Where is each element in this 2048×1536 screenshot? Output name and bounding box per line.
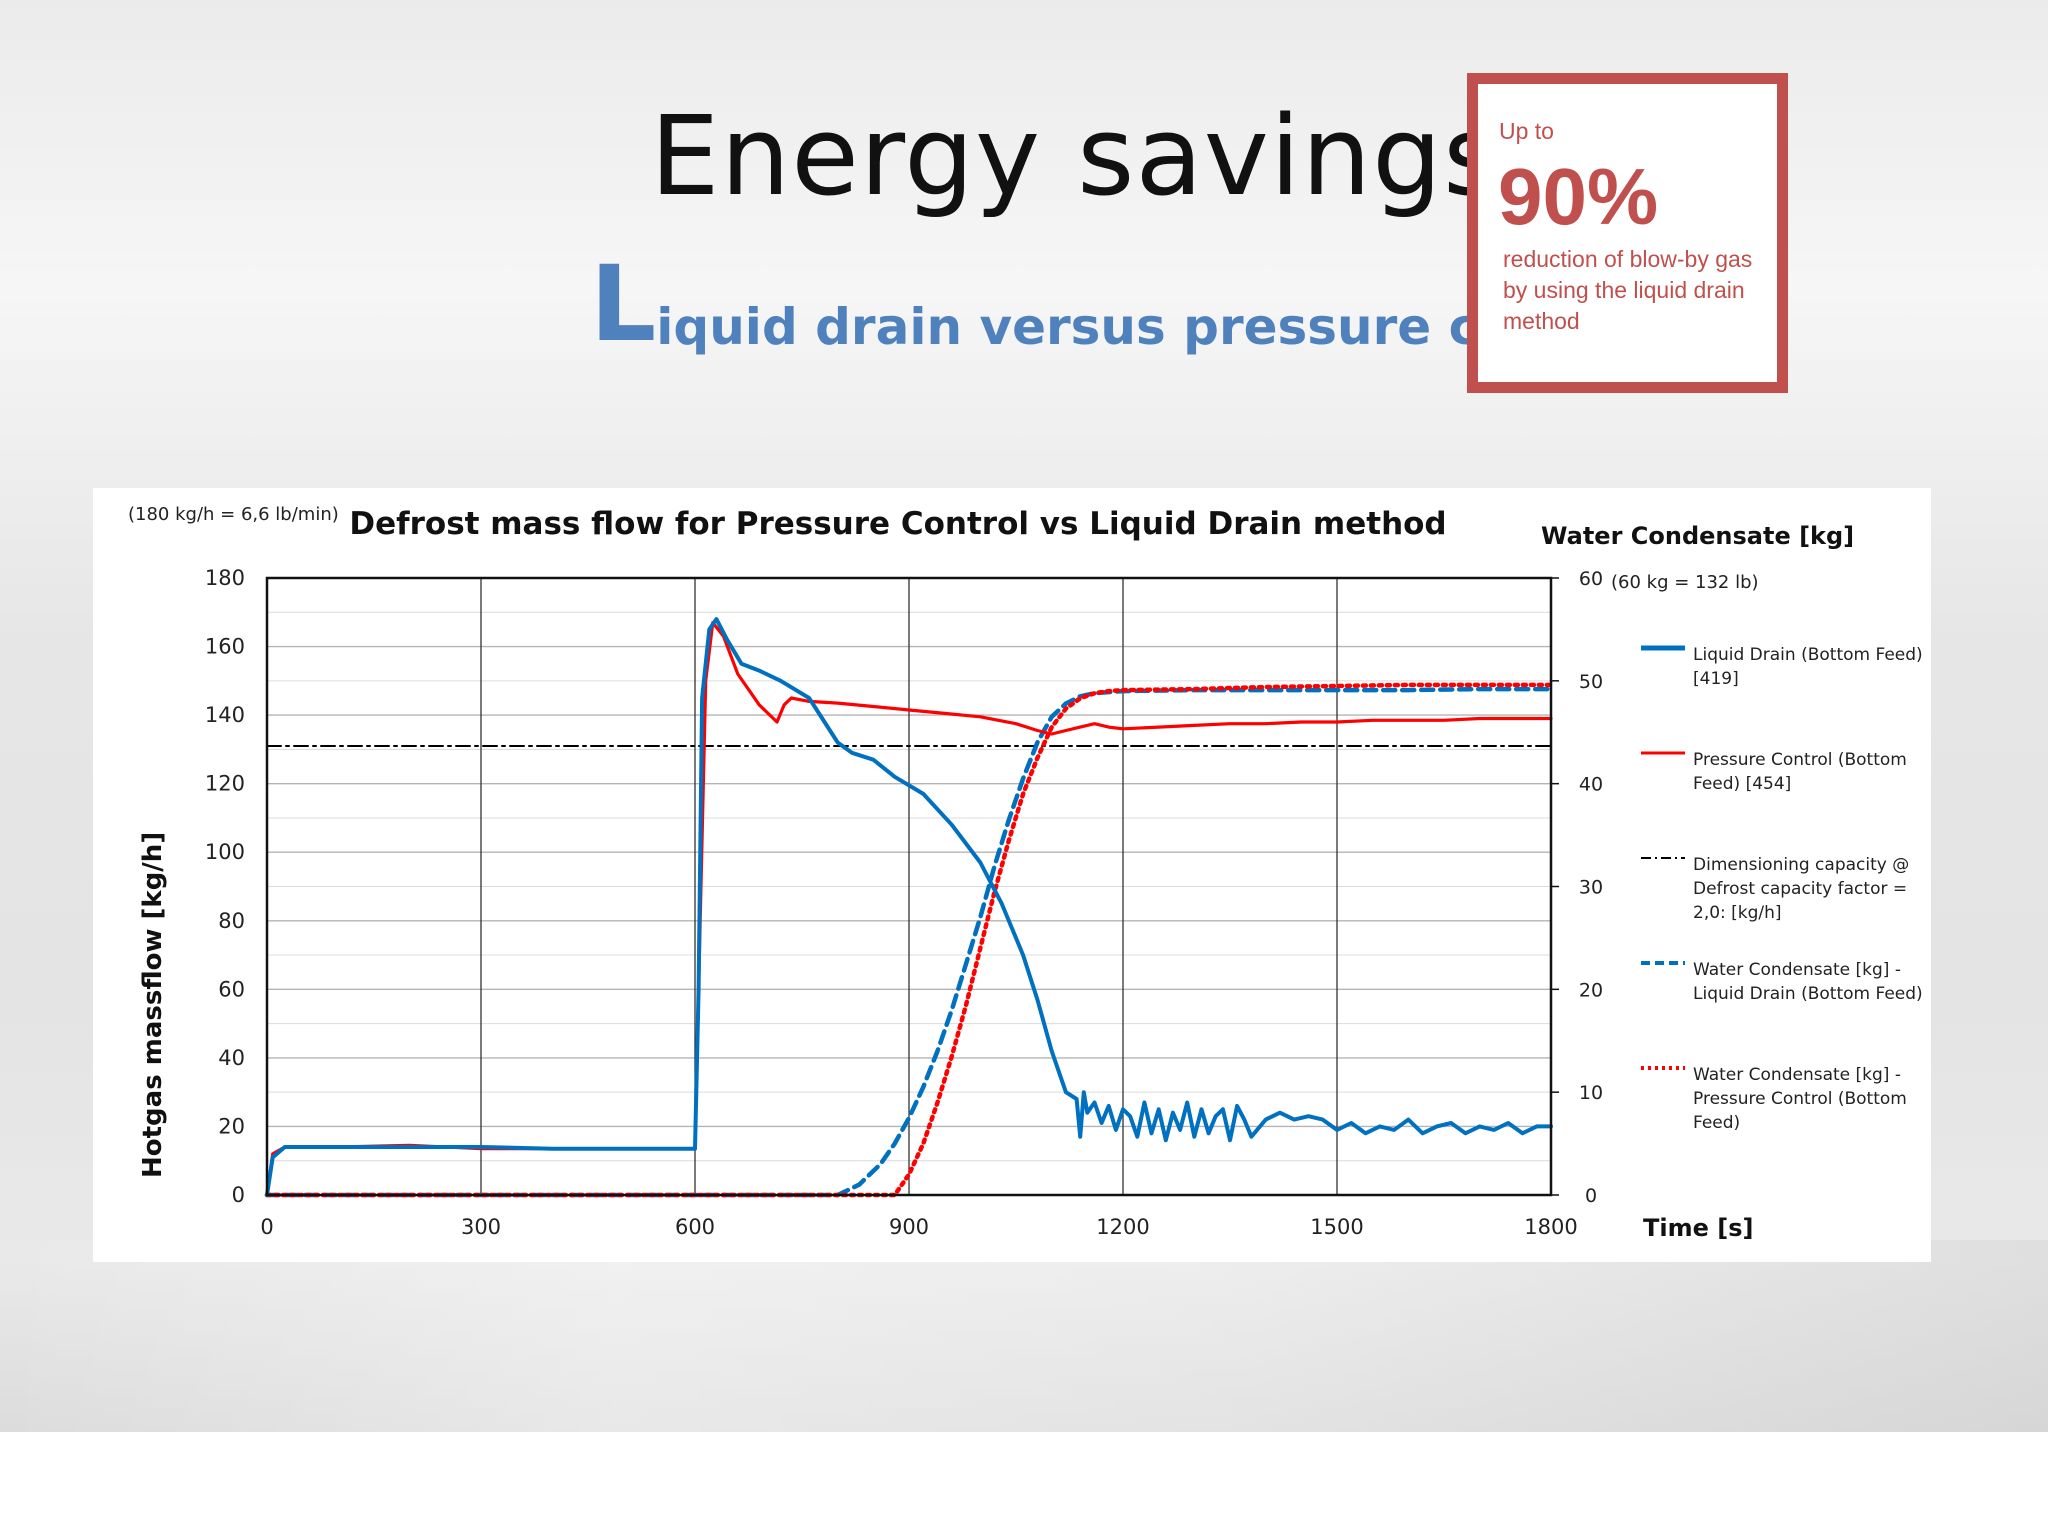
y-tick-label: 140 bbox=[205, 703, 245, 727]
x-tick-label: 300 bbox=[461, 1215, 501, 1239]
y2-axis-note: (60 kg = 132 lb) bbox=[1611, 572, 1759, 593]
y2-tick-label: 50 bbox=[1579, 671, 1603, 693]
y2-tick-label: 30 bbox=[1579, 877, 1603, 899]
y2-tick-label: 20 bbox=[1579, 979, 1603, 1001]
slide-bottom-fade bbox=[0, 1240, 2048, 1432]
chart-gridlines bbox=[267, 578, 1551, 1195]
series-line-4 bbox=[264, 686, 1554, 1198]
y-tick-label: 120 bbox=[205, 772, 245, 796]
chart-title: Defrost mass flow for Pressure Control v… bbox=[349, 506, 1446, 542]
y2-axis-label: Water Condensate [kg] bbox=[1541, 522, 1854, 550]
y-axis-label: Hotgas massflow [kg/h] bbox=[138, 832, 168, 1178]
y-tick-label: 80 bbox=[218, 909, 245, 933]
legend-label: Water Condensate [kg] - Liquid Drain (Bo… bbox=[1693, 960, 1923, 1004]
y-tick-label: 100 bbox=[205, 840, 245, 864]
x-tick-label: 0 bbox=[260, 1215, 273, 1239]
savings-callout: Up to 90% reduction of blow-by gas by us… bbox=[1467, 73, 1788, 393]
chart-panel: (180 kg/h = 6,6 lb/min) Defrost mass flo… bbox=[93, 488, 1931, 1262]
x-axis-label: Time [s] bbox=[1643, 1214, 1753, 1242]
x-tick-label: 1800 bbox=[1524, 1215, 1577, 1239]
legend-swatch-dotted-red bbox=[1641, 1066, 1685, 1070]
x-tick-label: 1200 bbox=[1096, 1215, 1149, 1239]
legend-swatch-solid-red bbox=[1641, 751, 1685, 755]
callout-value: 90% bbox=[1498, 152, 1659, 241]
legend-swatch-dashed-blue bbox=[1641, 961, 1685, 965]
chart-svg: (180 kg/h = 6,6 lb/min) Defrost mass flo… bbox=[128, 504, 1854, 1242]
callout-prefix: Up to bbox=[1499, 118, 1554, 144]
x-tick-label: 1500 bbox=[1310, 1215, 1363, 1239]
y2-tick-label: 40 bbox=[1579, 774, 1603, 796]
series-line-5 bbox=[264, 682, 1554, 1198]
series-line-1 bbox=[265, 617, 1553, 1197]
y-tick-label: 20 bbox=[218, 1114, 245, 1138]
legend-label: Water Condensate [kg] - Pressure Control… bbox=[1693, 1065, 1907, 1133]
subtitle-initial: L bbox=[590, 243, 657, 365]
y2-tick-label: 60 bbox=[1579, 568, 1603, 590]
y-tick-label: 180 bbox=[205, 566, 245, 590]
callout-description: reduction of blow-by gas by using the li… bbox=[1503, 246, 1753, 334]
legend-label: Pressure Control (Bottom Feed) [454] bbox=[1693, 750, 1907, 794]
y-tick-label: 40 bbox=[218, 1046, 245, 1070]
slide-title: Energy savings bbox=[650, 92, 1502, 220]
legend-label: Liquid Drain (Bottom Feed) [419] bbox=[1693, 645, 1923, 689]
y-tick-label: 160 bbox=[205, 635, 245, 659]
y2-tick-label: 10 bbox=[1579, 1082, 1603, 1104]
x-tick-label: 600 bbox=[675, 1215, 715, 1239]
y2-tick-label: 0 bbox=[1585, 1185, 1597, 1207]
y-tick-label: 60 bbox=[218, 977, 245, 1001]
plot-frame bbox=[265, 576, 1553, 1197]
chart-note-left: (180 kg/h = 6,6 lb/min) bbox=[128, 504, 339, 525]
legend-swatch-solid-blue bbox=[1641, 645, 1685, 651]
legend-swatch-dashdot-black bbox=[1641, 857, 1685, 859]
legend-label: Dimensioning capacity @ Defrost capacity… bbox=[1693, 855, 1910, 923]
x-tick-label: 900 bbox=[889, 1215, 929, 1239]
y-tick-label: 0 bbox=[232, 1183, 245, 1207]
chart-series bbox=[264, 617, 1554, 1198]
